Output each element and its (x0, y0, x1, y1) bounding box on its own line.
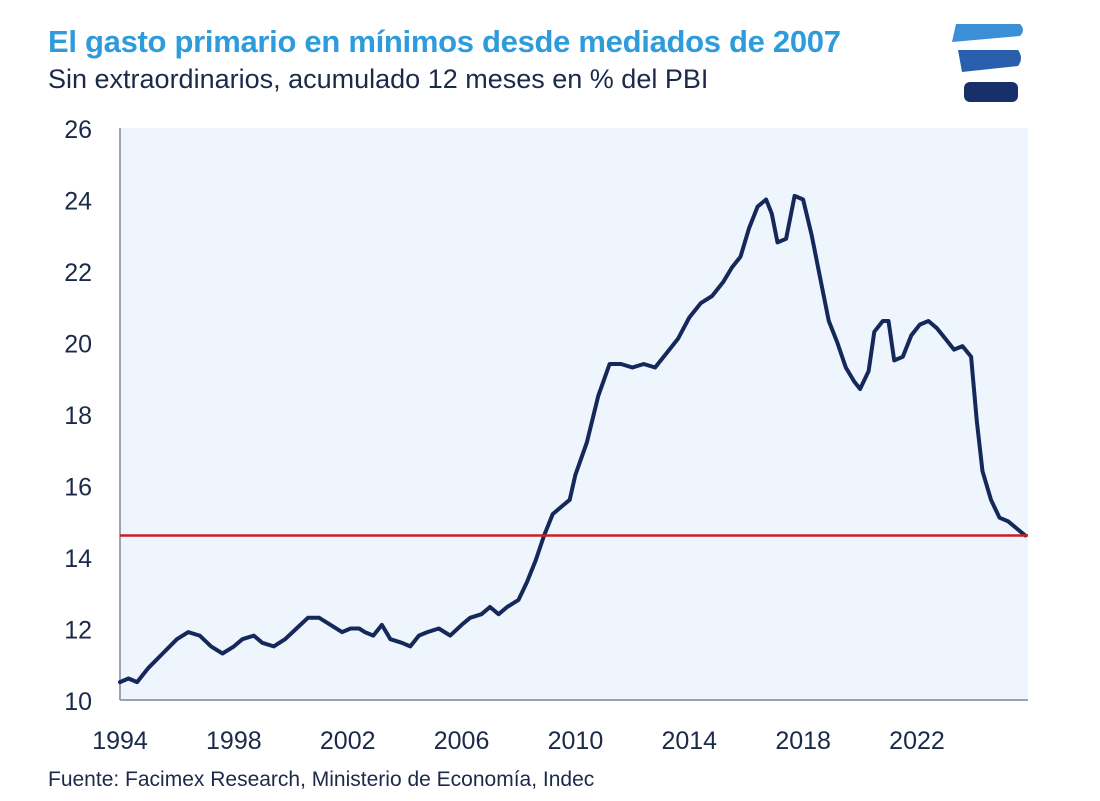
y-tick-label: 20 (64, 331, 92, 359)
x-tick-label: 2006 (434, 727, 490, 755)
x-tick-label: 2010 (548, 727, 604, 755)
series-line (118, 193, 1028, 685)
y-tick-label: 10 (64, 688, 92, 716)
x-tick-label: 2018 (775, 727, 831, 755)
y-tick-label: 18 (64, 402, 92, 430)
x-tick-label: 2014 (661, 727, 717, 755)
source-note: Fuente: Facimex Research, Ministerio de … (48, 768, 595, 791)
y-tick-label: 16 (64, 474, 92, 502)
logo-bar-middle (958, 50, 1021, 72)
chart-title: El gasto primario en mínimos desde media… (48, 24, 841, 59)
x-tick-label: 1998 (206, 727, 262, 755)
x-tick-label: 1994 (92, 727, 148, 755)
chart-subtitle: Sin extraordinarios, acumulado 12 meses … (48, 64, 709, 94)
x-tick-label: 2022 (889, 727, 945, 755)
logo-bar-bottom (964, 82, 1018, 102)
y-tick-label: 22 (64, 259, 92, 287)
y-tick-label: 24 (64, 188, 92, 216)
brand-logo-icon (952, 24, 1023, 102)
y-tick-label: 26 (64, 116, 92, 144)
logo-bar-top (952, 24, 1023, 42)
x-tick-label: 2002 (320, 727, 376, 755)
plot-area (120, 128, 1028, 700)
y-tick-label: 14 (64, 545, 92, 573)
y-tick-label: 12 (64, 617, 92, 645)
